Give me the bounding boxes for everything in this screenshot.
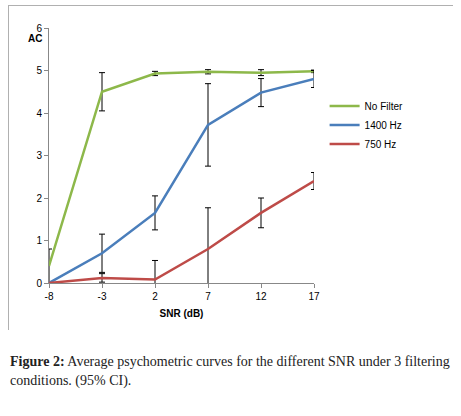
html-text:Figure 2: Average psychometric: Figure 2: Average psychometric curves fo…	[10, 354, 450, 388]
svg-text:No Filter: No Filter	[365, 101, 403, 112]
svg-text:3: 3	[36, 150, 42, 161]
svg-text:12: 12	[255, 291, 267, 302]
svg-text:1: 1	[36, 235, 42, 246]
svg-text:SNR (dB): SNR (dB)	[160, 308, 204, 319]
svg-text:5: 5	[36, 65, 42, 76]
svg-text:750 Hz: 750 Hz	[365, 139, 397, 150]
svg-text:-3: -3	[98, 291, 107, 302]
svg-text:6: 6	[36, 23, 42, 34]
svg-text:2: 2	[152, 291, 158, 302]
svg-text:0: 0	[36, 278, 42, 289]
svg-text:4: 4	[36, 108, 42, 119]
svg-text:2: 2	[36, 193, 42, 204]
svg-text:-8: -8	[45, 291, 54, 302]
svg-text:1400 Hz: 1400 Hz	[365, 120, 402, 131]
svg-text:17: 17	[308, 291, 320, 302]
svg-text:7: 7	[205, 291, 211, 302]
svg-text:AC: AC	[28, 33, 42, 44]
